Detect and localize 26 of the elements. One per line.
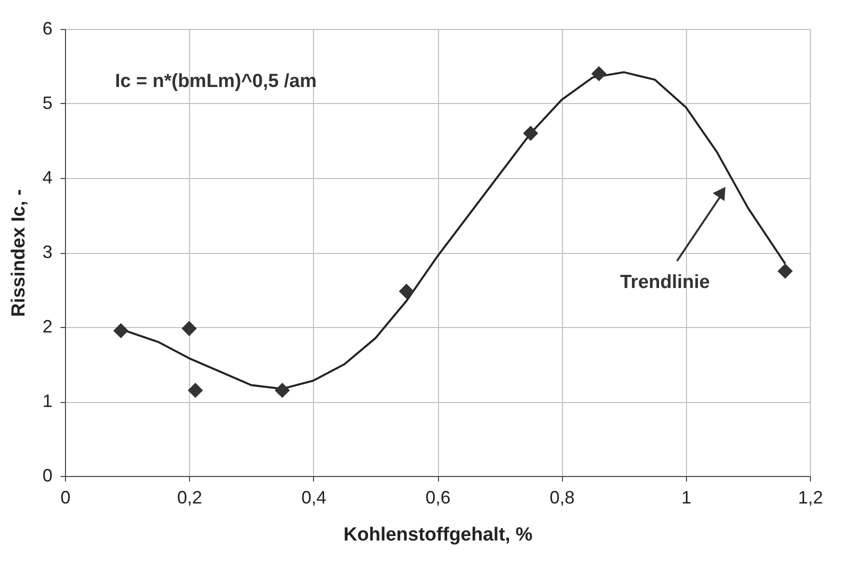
x-tick-label: 0,6 (425, 488, 451, 508)
x-axis-title: Kohlenstoffgehalt, % (344, 524, 533, 546)
x-tick-label: 0,2 (177, 488, 202, 508)
y-tick-label: 1 (42, 391, 52, 411)
annotation: Ic = n*(bmLm)^0,5 /am (115, 71, 317, 92)
point (182, 320, 197, 336)
y-tick-label: 3 (42, 242, 52, 262)
x-tick-label: 0,4 (301, 488, 326, 508)
x-tick-label: 1 (681, 488, 692, 508)
point (274, 382, 290, 398)
y-tick-label: 0 (42, 466, 52, 486)
y-axis-title: Rissindex Ic, - (8, 189, 30, 317)
point (591, 66, 606, 82)
point (778, 264, 793, 279)
y-tick-label: 4 (42, 168, 52, 188)
y-tick-label: 5 (42, 93, 52, 113)
point (523, 126, 538, 141)
point (113, 323, 128, 338)
x-tick-label: 0 (60, 488, 71, 508)
y-tick-label: 6 (42, 18, 52, 38)
point (188, 382, 203, 398)
point (398, 284, 414, 299)
y-tick-label: 2 (42, 316, 52, 336)
annotation: Trendlinie (620, 272, 710, 293)
x-tick-label: 1,2 (798, 488, 824, 508)
x-tick-label: 0,8 (550, 488, 575, 508)
